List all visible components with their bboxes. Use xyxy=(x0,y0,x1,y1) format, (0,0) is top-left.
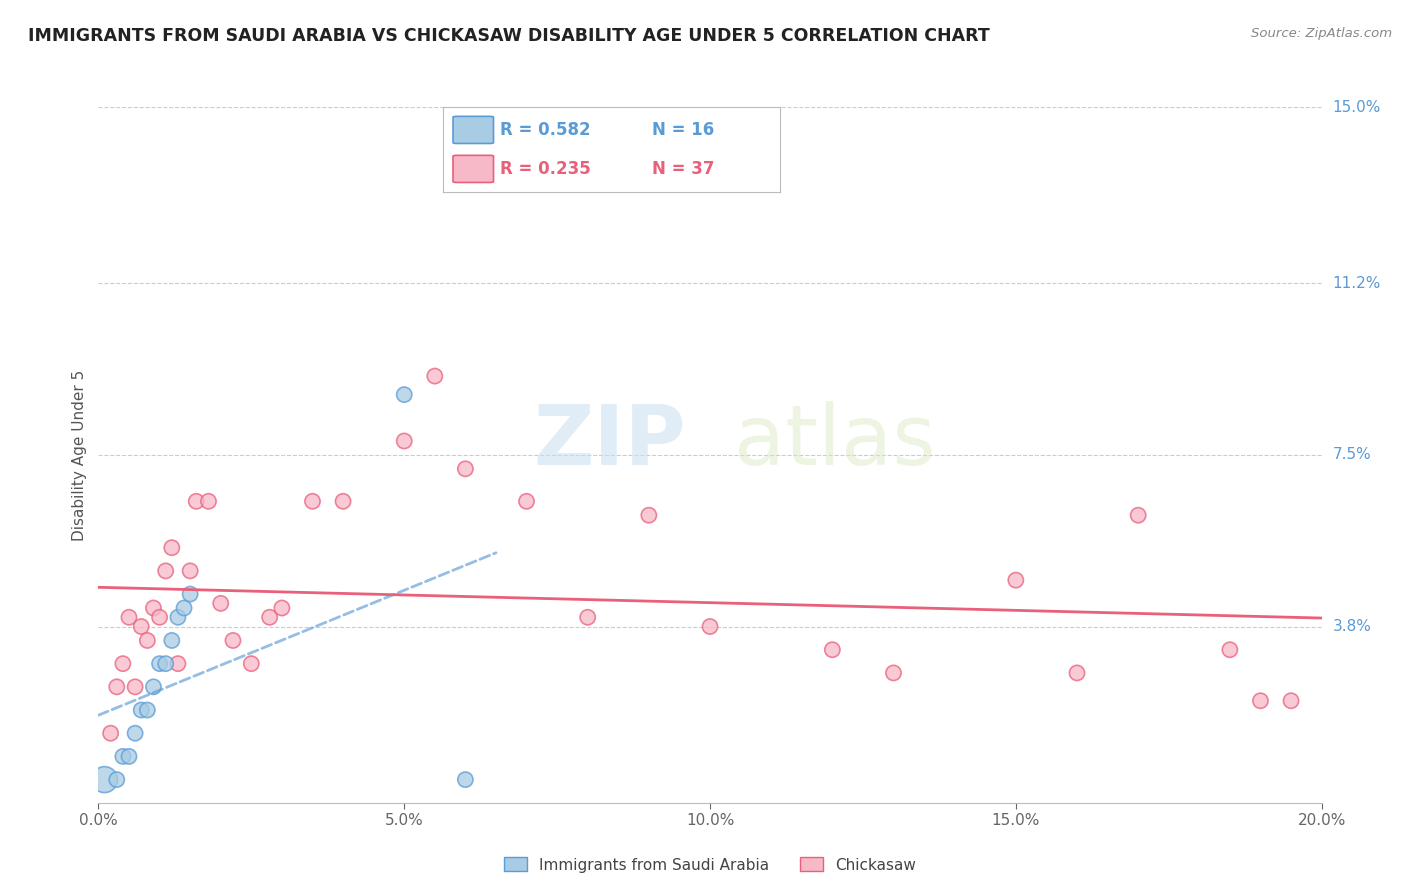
Legend: Immigrants from Saudi Arabia, Chickasaw: Immigrants from Saudi Arabia, Chickasaw xyxy=(498,851,922,879)
Text: 3.8%: 3.8% xyxy=(1333,619,1372,634)
Point xyxy=(423,369,446,384)
Point xyxy=(270,601,292,615)
FancyBboxPatch shape xyxy=(453,116,494,144)
Point xyxy=(637,508,661,523)
Point xyxy=(160,541,183,555)
Point xyxy=(222,633,245,648)
Text: IMMIGRANTS FROM SAUDI ARABIA VS CHICKASAW DISABILITY AGE UNDER 5 CORRELATION CHA: IMMIGRANTS FROM SAUDI ARABIA VS CHICKASA… xyxy=(28,27,990,45)
Point xyxy=(1066,665,1088,680)
Point xyxy=(93,772,115,787)
Point xyxy=(111,657,134,671)
Point xyxy=(576,610,599,624)
Point xyxy=(516,494,538,508)
Point xyxy=(454,772,477,787)
Point xyxy=(124,726,146,740)
Point xyxy=(454,462,477,476)
Point xyxy=(155,657,177,671)
Point xyxy=(100,726,122,740)
Point xyxy=(179,587,201,601)
Text: N = 16: N = 16 xyxy=(652,121,714,139)
Point xyxy=(1219,642,1241,657)
Point xyxy=(129,703,152,717)
Point xyxy=(392,387,416,401)
Point xyxy=(699,619,721,633)
FancyBboxPatch shape xyxy=(453,155,494,183)
Point xyxy=(142,601,165,615)
Text: R = 0.235: R = 0.235 xyxy=(501,160,591,178)
Point xyxy=(160,633,183,648)
Point xyxy=(118,749,141,764)
Point xyxy=(136,633,159,648)
Y-axis label: Disability Age Under 5: Disability Age Under 5 xyxy=(72,369,87,541)
Point xyxy=(111,749,134,764)
Point xyxy=(118,610,141,624)
Point xyxy=(186,494,208,508)
Point xyxy=(883,665,905,680)
Point xyxy=(149,657,172,671)
Point xyxy=(259,610,281,624)
Point xyxy=(167,610,190,624)
Text: R = 0.582: R = 0.582 xyxy=(501,121,591,139)
Text: 11.2%: 11.2% xyxy=(1333,276,1381,291)
Text: 15.0%: 15.0% xyxy=(1333,100,1381,114)
Point xyxy=(149,610,172,624)
Point xyxy=(155,564,177,578)
Point xyxy=(197,494,219,508)
Point xyxy=(136,703,159,717)
Point xyxy=(1128,508,1150,523)
Point xyxy=(821,642,844,657)
Point xyxy=(105,680,128,694)
Point xyxy=(392,434,416,448)
Point xyxy=(129,619,152,633)
Text: atlas: atlas xyxy=(734,401,936,482)
Point xyxy=(142,680,165,694)
Point xyxy=(179,564,201,578)
Point xyxy=(173,601,195,615)
Text: 7.5%: 7.5% xyxy=(1333,448,1371,462)
Point xyxy=(105,772,128,787)
Text: Source: ZipAtlas.com: Source: ZipAtlas.com xyxy=(1251,27,1392,40)
Point xyxy=(240,657,263,671)
Point xyxy=(301,494,323,508)
Point xyxy=(124,680,146,694)
Point xyxy=(1279,694,1302,708)
Point xyxy=(1004,573,1026,587)
Text: N = 37: N = 37 xyxy=(652,160,714,178)
Point xyxy=(332,494,354,508)
Text: ZIP: ZIP xyxy=(533,401,686,482)
Point xyxy=(1249,694,1271,708)
Point xyxy=(209,596,232,610)
Point xyxy=(167,657,190,671)
